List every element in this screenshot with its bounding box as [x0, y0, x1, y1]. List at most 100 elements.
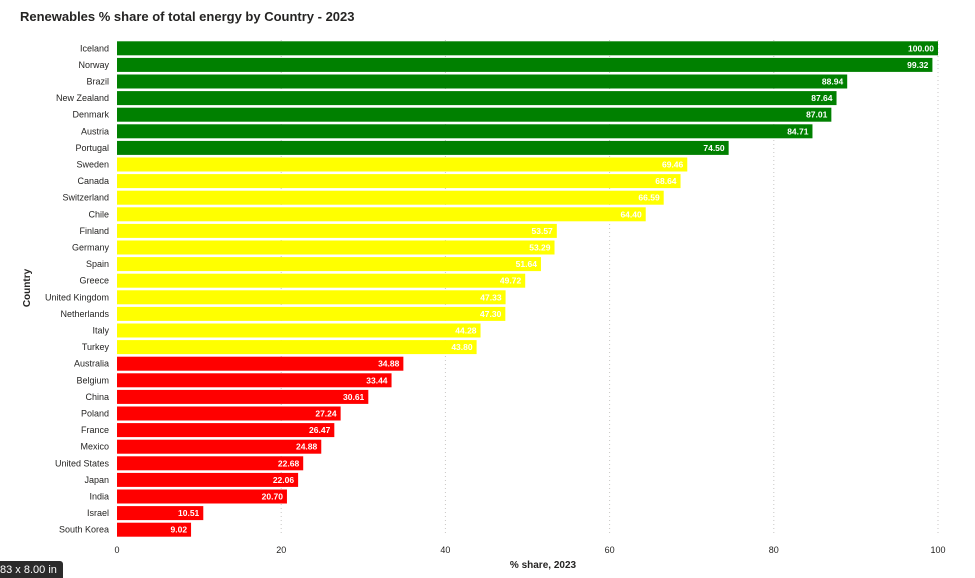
bar[interactable]	[117, 223, 557, 238]
bar-value-label: 64.40	[620, 209, 642, 219]
bar[interactable]	[117, 41, 938, 56]
y-tick-label: Switzerland	[62, 193, 109, 203]
y-tick-label: Netherlands	[60, 309, 109, 319]
y-tick-label: Poland	[81, 409, 109, 419]
bar[interactable]	[117, 356, 404, 371]
y-tick-label: Chile	[88, 209, 109, 219]
bar-value-label: 49.72	[500, 276, 522, 286]
bar-value-label: 53.29	[529, 243, 551, 253]
bar-value-label: 30.61	[343, 392, 365, 402]
bar[interactable]	[117, 57, 933, 72]
bar[interactable]	[117, 439, 322, 454]
y-tick-label: India	[89, 492, 109, 502]
y-tick-label: Spain	[86, 259, 109, 269]
bars: 100.00 99.32 88.94 87.64 87.01 84.71 74.50 69.4…	[117, 41, 938, 537]
y-tick-label: Norway	[78, 60, 109, 70]
x-tick-label: 0	[114, 545, 119, 555]
bar[interactable]	[117, 290, 506, 305]
y-tick-label: Turkey	[82, 342, 110, 352]
bar-value-label: 43.80	[451, 342, 473, 352]
y-tick-label: Italy	[92, 326, 109, 336]
bar[interactable]	[117, 456, 304, 471]
bar-value-label: 87.64	[811, 93, 833, 103]
bar[interactable]	[117, 257, 541, 272]
bar-value-label: 34.88	[378, 359, 400, 369]
bar[interactable]	[117, 157, 688, 172]
bar-value-label: 74.50	[703, 143, 725, 153]
bar-value-label: 51.64	[516, 259, 538, 269]
y-tick-label: Israel	[87, 508, 109, 518]
y-tick-label: Brazil	[86, 77, 109, 87]
bar-value-label: 27.24	[315, 409, 337, 419]
bar[interactable]	[117, 306, 506, 321]
bar-value-label: 20.70	[262, 492, 284, 502]
y-tick-label: Sweden	[76, 160, 109, 170]
bar[interactable]	[117, 240, 555, 255]
bar[interactable]	[117, 373, 392, 388]
y-tick-label: Japan	[84, 475, 109, 485]
bar-value-label: 26.47	[309, 425, 331, 435]
x-tick-label: 20	[276, 545, 286, 555]
y-tick-label: Finland	[79, 226, 109, 236]
y-tick-label: Austria	[81, 126, 109, 136]
y-tick-label: Greece	[79, 276, 109, 286]
bar[interactable]	[117, 506, 204, 521]
bar[interactable]	[117, 91, 837, 106]
bar-value-label: 10.51	[178, 508, 200, 518]
bar-value-label: 68.64	[655, 176, 677, 186]
bar-value-label: 47.33	[480, 292, 502, 302]
bar-value-label: 24.88	[296, 442, 318, 452]
bar-value-label: 87.01	[806, 110, 828, 120]
bar[interactable]	[117, 107, 832, 122]
x-tick-label: 100	[930, 545, 945, 555]
bar[interactable]	[117, 140, 729, 155]
bar-value-label: 66.59	[638, 193, 660, 203]
bar[interactable]	[117, 190, 664, 205]
bar[interactable]	[117, 207, 646, 222]
bar-value-label: 9.02	[171, 525, 188, 535]
y-tick-label: Australia	[74, 359, 109, 369]
x-tick-label: 40	[440, 545, 450, 555]
x-tick-labels: 0 20 40 60 80 100	[114, 545, 945, 555]
grid-lines	[280, 40, 939, 536]
chart-title: Renewables % share of total energy by Co…	[20, 9, 355, 24]
y-tick-label: Germany	[72, 243, 110, 253]
y-tick-label: United States	[55, 458, 110, 468]
bar-value-label: 22.06	[273, 475, 295, 485]
y-tick-label: Iceland	[80, 43, 109, 53]
bar[interactable]	[117, 174, 681, 189]
bar[interactable]	[117, 389, 369, 404]
bar[interactable]	[117, 74, 848, 89]
bar[interactable]	[117, 323, 481, 338]
x-tick-label: 80	[769, 545, 779, 555]
y-tick-label: Canada	[77, 176, 109, 186]
y-tick-label: South Korea	[59, 525, 109, 535]
y-tick-label: France	[81, 425, 109, 435]
bar-value-label: 88.94	[822, 77, 844, 87]
y-tick-label: Belgium	[76, 375, 109, 385]
page-size-badge: 83 x 8.00 in	[0, 561, 63, 578]
bar[interactable]	[117, 472, 299, 487]
y-tick-label: China	[85, 392, 109, 402]
bar[interactable]	[117, 124, 813, 139]
x-tick-label: 60	[605, 545, 615, 555]
bar-value-label: 47.30	[480, 309, 502, 319]
bar[interactable]	[117, 406, 341, 421]
bar-value-label: 69.46	[662, 160, 684, 170]
y-axis-title: Country	[22, 268, 33, 307]
y-tick-label: Portugal	[75, 143, 109, 153]
bar[interactable]	[117, 489, 287, 504]
bar-value-label: 53.57	[532, 226, 554, 236]
bar-value-label: 99.32	[907, 60, 929, 70]
bar-value-label: 84.71	[787, 126, 809, 136]
bar-value-label: 100.00	[908, 43, 934, 53]
bar[interactable]	[117, 522, 192, 537]
y-tick-label: Mexico	[80, 442, 109, 452]
bar-value-label: 44.28	[455, 326, 477, 336]
bar[interactable]	[117, 423, 335, 438]
bar[interactable]	[117, 273, 526, 288]
bar[interactable]	[117, 340, 477, 355]
y-tick-label: United Kingdom	[45, 292, 109, 302]
bar-value-label: 22.68	[278, 458, 300, 468]
